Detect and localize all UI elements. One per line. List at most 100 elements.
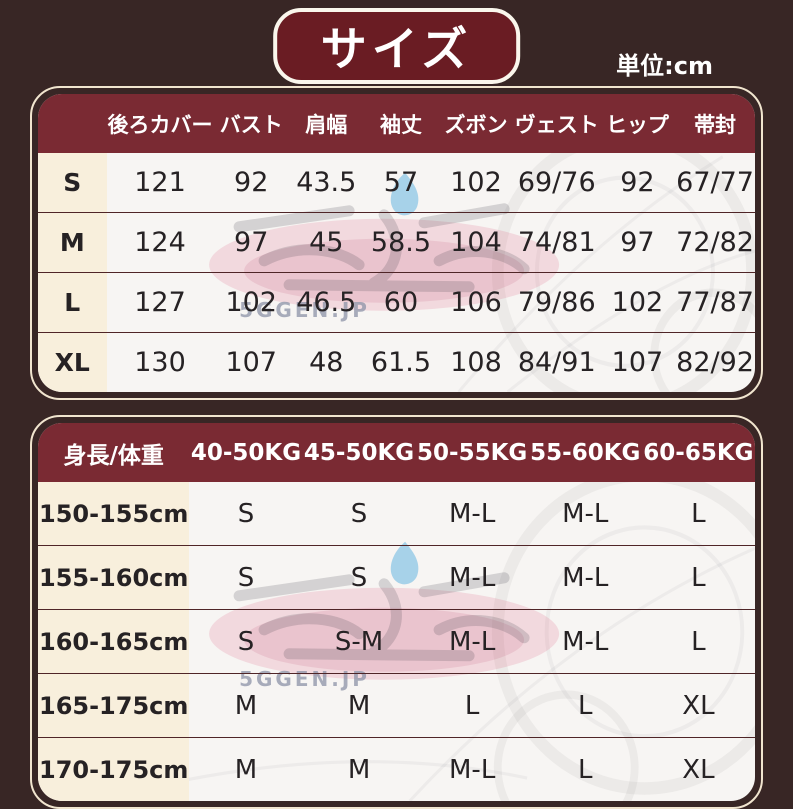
table-cell: 46.5 xyxy=(288,272,364,333)
row-label: 155-160cm xyxy=(38,545,190,610)
table-cell: 60 xyxy=(363,272,439,333)
table-cell: 77/87 xyxy=(675,272,755,333)
page-title: サイズ xyxy=(320,22,473,76)
size-table-panel: 5GGEN.JP 後ろカバー バスト 肩幅 袖丈 ズボン ヴェスト ヒップ 帯封 xyxy=(30,86,763,400)
column-header-40-50kg: 40-50KG xyxy=(189,423,303,482)
table-cell: S xyxy=(189,545,303,610)
table-cell: 104 xyxy=(438,212,514,273)
page-header: サイズ 単位:cm xyxy=(0,0,793,86)
table-cell: M-L xyxy=(415,545,529,610)
fit-row-160-165: 160-165cm S S-M M-L M-L L xyxy=(38,609,755,674)
column-header-hip: ヒップ xyxy=(599,94,676,153)
table-cell: S-M xyxy=(302,609,416,674)
size-row-m: M 124 97 45 58.5 104 74/81 97 72/82 xyxy=(38,212,755,273)
column-header-55-60kg: 55-60KG xyxy=(528,423,642,482)
table-cell: L xyxy=(641,545,755,610)
column-header-pants: ズボン xyxy=(438,94,514,153)
table-cell: M-L xyxy=(415,737,529,801)
table-cell: M xyxy=(189,737,303,801)
column-header-height-weight: 身長/体重 xyxy=(38,423,190,482)
fit-table-panel: 5GGEN.JP 身長/体重 40-50KG 45-50KG 50-55KG 5… xyxy=(30,415,763,809)
row-label: L xyxy=(38,272,107,333)
fit-row-170-175: 170-175cm M M M-L L XL xyxy=(38,737,755,801)
table-cell: L xyxy=(528,737,642,801)
table-cell: 108 xyxy=(438,332,514,392)
table-cell: XL xyxy=(641,737,755,801)
row-label: 150-155cm xyxy=(38,482,190,546)
fit-row-150-155: 150-155cm S S M-L M-L L xyxy=(38,482,755,546)
table-cell: 130 xyxy=(106,332,214,392)
table-cell: M-L xyxy=(562,498,609,529)
row-label: M xyxy=(38,212,107,273)
table-cell: 107 xyxy=(213,332,289,392)
table-cell: M-L xyxy=(415,609,529,674)
fit-row-165-175: 165-175cm M M L L XL xyxy=(38,673,755,738)
table-cell: 92 xyxy=(620,167,655,198)
table-cell: 82/92 xyxy=(675,332,755,392)
table-cell: 45 xyxy=(288,212,364,273)
table-cell: XL xyxy=(641,673,755,738)
table-cell: 124 xyxy=(106,212,214,273)
table-cell: M xyxy=(302,673,416,738)
column-header-back-cover: 後ろカバー xyxy=(106,94,214,153)
table-cell: 67/77 xyxy=(676,167,754,198)
row-label: XL xyxy=(38,332,107,392)
fit-table-header-row: 身長/体重 40-50KG 45-50KG 50-55KG 55-60KG 60… xyxy=(38,423,755,482)
table-cell: L xyxy=(415,673,529,738)
table-cell: 61.5 xyxy=(363,332,439,392)
table-cell: 106 xyxy=(438,272,514,333)
row-label: S xyxy=(38,153,107,213)
column-header-45-50kg: 45-50KG xyxy=(302,423,416,482)
table-cell: 74/81 xyxy=(513,212,600,273)
size-table-header-row: 後ろカバー バスト 肩幅 袖丈 ズボン ヴェスト ヒップ 帯封 xyxy=(38,94,755,153)
table-cell: 97 xyxy=(213,212,289,273)
column-header-vest: ヴェスト xyxy=(513,94,600,153)
table-cell: M-L xyxy=(528,609,642,674)
size-row-s: S 121 92 43.5 57 102 69/76 92 67/77 xyxy=(38,153,755,213)
table-cell: 97 xyxy=(599,212,676,273)
table-cell: 69/76 xyxy=(517,167,596,198)
table-cell: 58.5 xyxy=(363,212,439,273)
table-cell: M xyxy=(189,673,303,738)
table-cell: L xyxy=(691,498,706,529)
table-cell: 121 xyxy=(134,167,186,198)
size-row-xl: XL 130 107 48 61.5 108 84/91 107 82/92 xyxy=(38,332,755,392)
column-header-size xyxy=(38,94,107,153)
table-cell: M-L xyxy=(449,498,496,529)
table-cell: 102 xyxy=(213,272,289,333)
size-row-l: L 127 102 46.5 60 106 79/86 102 77/87 xyxy=(38,272,755,333)
height-weight-fit-table: 身長/体重 40-50KG 45-50KG 50-55KG 55-60KG 60… xyxy=(38,423,755,801)
unit-label: 単位:cm xyxy=(616,52,713,80)
table-cell: 107 xyxy=(599,332,676,392)
column-header-60-65kg: 60-65KG xyxy=(641,423,755,482)
size-measurement-table: 後ろカバー バスト 肩幅 袖丈 ズボン ヴェスト ヒップ 帯封 S 121 92… xyxy=(38,94,755,392)
table-cell: S xyxy=(189,609,303,674)
table-cell: S xyxy=(302,545,416,610)
table-cell: 102 xyxy=(599,272,676,333)
table-cell: 102 xyxy=(450,167,502,198)
table-cell: 72/82 xyxy=(675,212,755,273)
row-label: 165-175cm xyxy=(38,673,190,738)
table-cell: M xyxy=(302,737,416,801)
table-cell: S xyxy=(237,498,255,529)
row-label: 160-165cm xyxy=(38,609,190,674)
column-header-obi: 帯封 xyxy=(675,94,755,153)
table-cell: 84/91 xyxy=(513,332,600,392)
table-cell: 43.5 xyxy=(296,167,357,198)
table-cell: L xyxy=(641,609,755,674)
table-cell: 57 xyxy=(383,167,419,198)
table-cell: 48 xyxy=(288,332,364,392)
fit-row-155-160: 155-160cm S S M-L M-L L xyxy=(38,545,755,610)
table-cell: 79/86 xyxy=(513,272,600,333)
table-cell: 127 xyxy=(106,272,214,333)
column-header-shoulder: 肩幅 xyxy=(288,94,364,153)
column-header-50-55kg: 50-55KG xyxy=(415,423,529,482)
table-cell: S xyxy=(350,498,368,529)
table-cell: L xyxy=(528,673,642,738)
table-cell: 92 xyxy=(234,167,269,198)
table-cell: M-L xyxy=(528,545,642,610)
column-header-sleeve: 袖丈 xyxy=(363,94,439,153)
row-label: 170-175cm xyxy=(38,737,190,801)
size-title-pill: サイズ xyxy=(272,8,521,84)
column-header-bust: バスト xyxy=(213,94,289,153)
